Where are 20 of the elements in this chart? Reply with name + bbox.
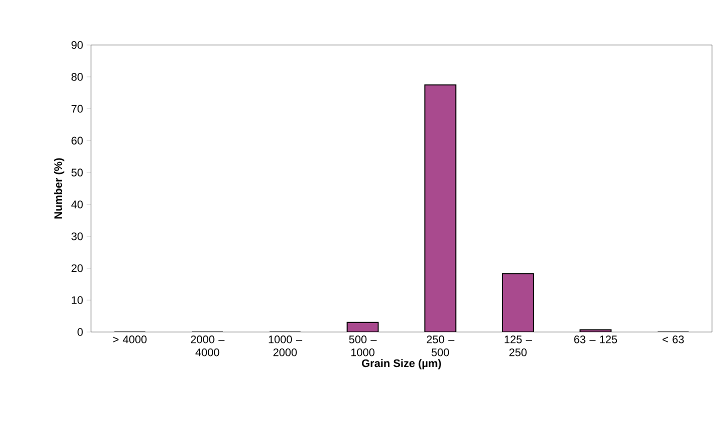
y-axis-title: Number (%) [54, 158, 64, 219]
x-tick-label: 2000 – 4000 [190, 336, 224, 356]
x-tick-label: 500 – 1000 [349, 336, 377, 356]
x-axis-title: Grain Size (µm) [362, 359, 441, 370]
x-tick-label: < 63 [662, 336, 684, 344]
y-tick-label: 60 [72, 136, 83, 145]
x-tick-label: 250 – 500 [426, 336, 454, 356]
x-tick-label: 1000 – 2000 [268, 336, 302, 356]
y-tick-label: 0 [78, 328, 83, 336]
y-tick-label: 70 [72, 104, 83, 113]
y-tick-label: 30 [71, 232, 83, 240]
y-tick-label: 10 [72, 296, 83, 304]
y-tick-label: 80 [72, 73, 83, 81]
x-tick-label: > 4000 [113, 336, 147, 344]
y-tick-label: 40 [71, 200, 83, 208]
x-tick-label: 63 – 125 [574, 336, 618, 344]
x-tick-label: 125 – 250 [504, 336, 532, 356]
y-tick-label: 50 [71, 168, 83, 176]
y-tick-label: 90 [72, 41, 83, 49]
y-tick-label: 20 [72, 264, 83, 272]
